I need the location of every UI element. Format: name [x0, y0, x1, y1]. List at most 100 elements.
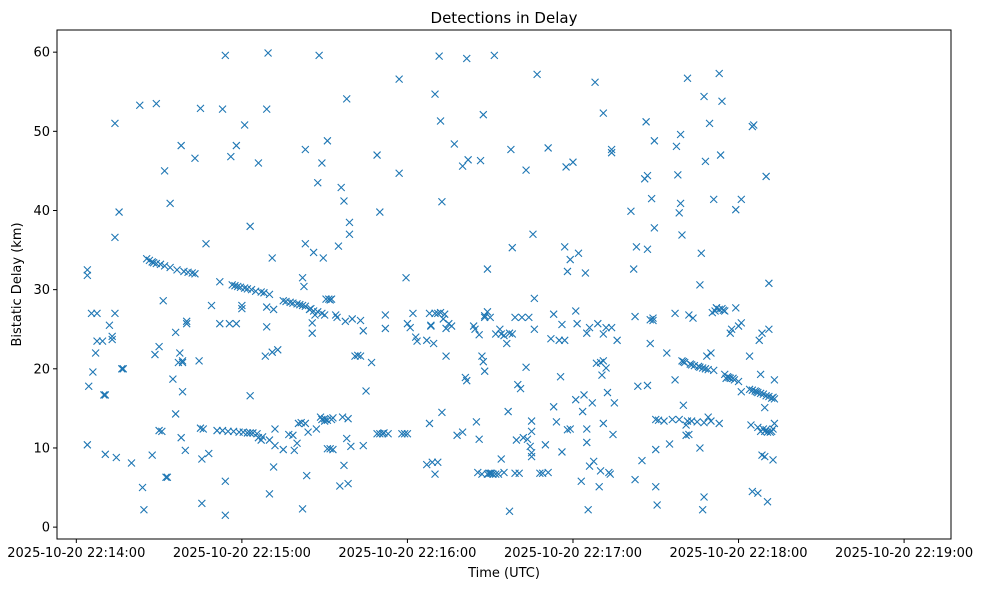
data-point	[578, 407, 587, 416]
data-point	[489, 470, 497, 478]
data-point	[105, 321, 114, 330]
data-point	[155, 426, 163, 435]
data-point	[464, 155, 473, 164]
data-point	[684, 311, 693, 319]
x-tick-label: 2025-10-20 22:17:00	[504, 546, 642, 561]
data-point	[98, 337, 107, 345]
data-point	[207, 301, 216, 310]
data-point	[495, 325, 504, 334]
data-point	[581, 269, 590, 277]
data-point	[549, 402, 558, 411]
x-tick-label: 2025-10-20 22:19:00	[835, 546, 973, 561]
y-tick-label: 10	[33, 441, 50, 456]
data-point	[748, 386, 757, 395]
data-point	[426, 322, 435, 330]
data-point	[632, 243, 641, 251]
data-point	[182, 319, 191, 328]
data-point	[627, 207, 635, 216]
data-point	[127, 459, 136, 467]
data-point	[356, 316, 365, 325]
data-point	[680, 358, 689, 367]
data-point	[196, 104, 205, 113]
data-point	[650, 224, 659, 232]
data-point	[566, 255, 575, 264]
data-point	[672, 142, 681, 151]
data-point	[765, 325, 773, 334]
data-point	[760, 403, 769, 412]
y-tick-label: 50	[33, 125, 50, 140]
data-point	[119, 364, 128, 373]
data-point	[607, 148, 616, 157]
data-point	[560, 336, 569, 345]
data-point	[524, 313, 533, 322]
data-point	[335, 482, 344, 490]
data-point	[671, 375, 679, 384]
data-point	[638, 456, 646, 465]
data-point	[117, 364, 126, 373]
data-point	[500, 468, 508, 477]
data-point	[431, 90, 439, 99]
data-point	[610, 398, 619, 407]
data-point	[286, 298, 295, 307]
data-point	[213, 426, 221, 435]
data-point	[197, 499, 206, 508]
data-point	[279, 296, 288, 305]
data-point	[505, 329, 514, 338]
data-point	[112, 453, 121, 462]
data-point	[497, 455, 506, 463]
data-point	[606, 470, 615, 478]
data-point	[149, 258, 158, 267]
data-point	[563, 425, 572, 434]
data-point	[156, 260, 165, 269]
data-point	[329, 413, 337, 422]
data-point	[359, 441, 368, 450]
data-point	[182, 317, 191, 326]
data-point	[320, 417, 329, 425]
data-point	[683, 74, 692, 83]
data-point	[237, 304, 246, 313]
data-point	[515, 469, 524, 478]
data-point	[108, 332, 117, 341]
data-point	[609, 430, 617, 439]
data-point	[438, 197, 446, 206]
data-point	[178, 357, 187, 365]
data-point	[566, 425, 575, 433]
data-point	[500, 331, 508, 340]
data-point	[313, 178, 322, 187]
data-point	[295, 300, 304, 309]
data-point	[169, 375, 177, 383]
data-point	[704, 413, 713, 421]
y-tick-label: 40	[33, 204, 50, 219]
data-point	[759, 425, 768, 433]
data-point	[696, 444, 704, 452]
data-point	[547, 334, 555, 343]
y-tick-label: 60	[33, 46, 50, 61]
data-point	[188, 269, 197, 277]
data-point	[301, 239, 310, 248]
data-point	[268, 348, 277, 357]
data-point	[479, 110, 488, 119]
data-point	[769, 455, 777, 464]
data-point	[298, 505, 307, 513]
data-point	[340, 461, 348, 470]
data-point	[737, 319, 746, 327]
data-point	[571, 395, 580, 404]
data-point	[490, 51, 499, 60]
data-point	[148, 451, 157, 459]
data-point	[671, 309, 679, 318]
data-point	[231, 281, 239, 290]
data-point	[233, 282, 242, 291]
data-point	[426, 321, 435, 330]
y-tick-label: 0	[42, 521, 50, 536]
data-point	[93, 309, 101, 318]
data-point	[160, 167, 169, 175]
data-point	[462, 376, 471, 385]
data-point	[101, 450, 110, 459]
data-point	[442, 352, 450, 361]
data-point	[318, 159, 326, 167]
data-point	[698, 364, 707, 372]
data-point	[268, 254, 277, 262]
data-point	[753, 388, 762, 397]
data-point	[737, 195, 746, 204]
